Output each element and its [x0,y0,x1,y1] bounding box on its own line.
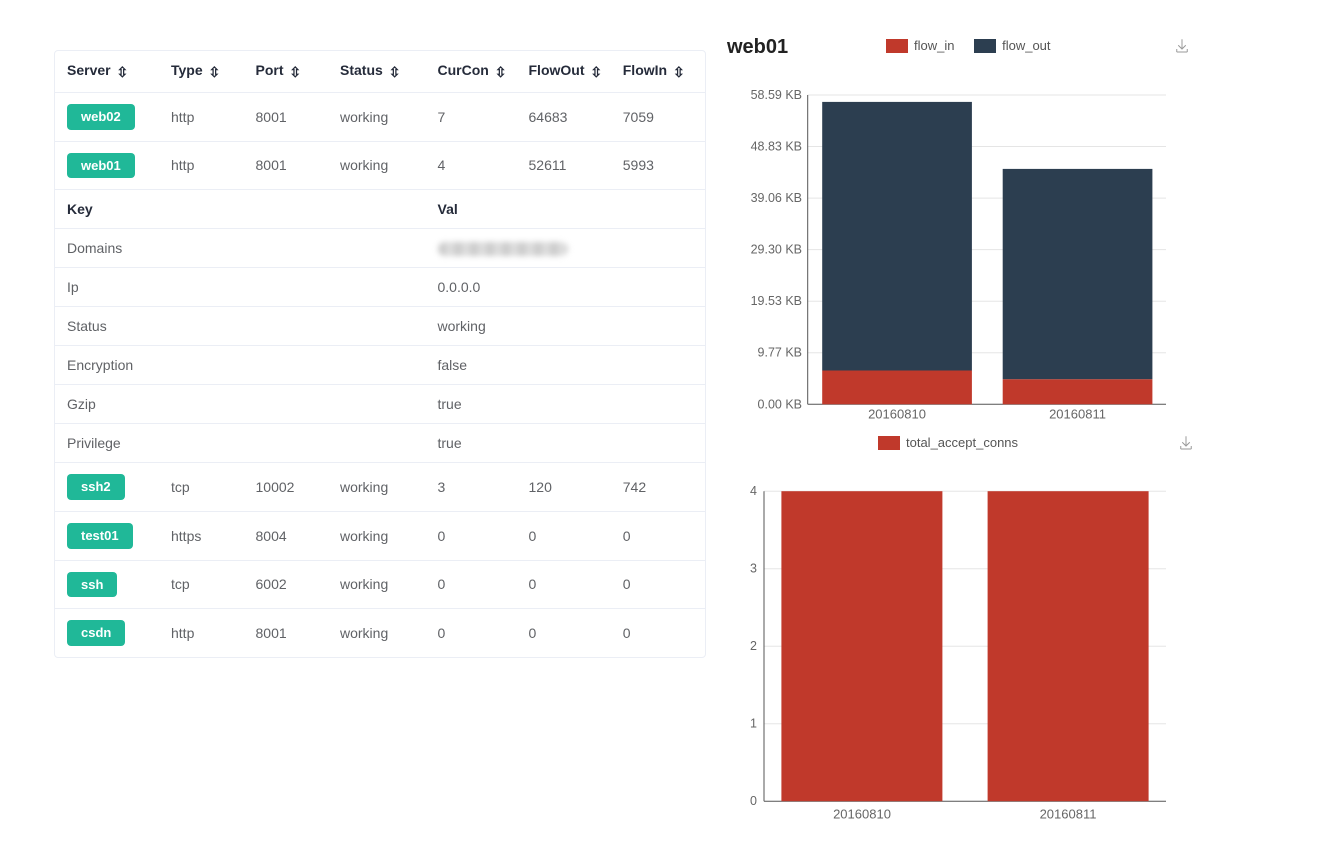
svg-text:20160810: 20160810 [868,407,926,422]
svg-text:48.83 KB: 48.83 KB [751,140,802,154]
svg-text:29.30 KB: 29.30 KB [751,243,802,257]
svg-text:1: 1 [750,717,757,731]
svg-text:9.77 KB: 9.77 KB [758,346,802,360]
svg-text:3: 3 [750,562,757,576]
svg-text:20160810: 20160810 [833,807,891,822]
svg-text:20160811: 20160811 [1049,407,1106,422]
svg-text:20160811: 20160811 [1040,807,1097,822]
svg-text:19.53 KB: 19.53 KB [751,294,802,308]
svg-text:58.59 KB: 58.59 KB [751,88,802,102]
svg-text:39.06 KB: 39.06 KB [751,191,802,205]
svg-text:0.00 KB: 0.00 KB [758,397,802,411]
svg-text:4: 4 [750,484,757,498]
svg-text:0: 0 [750,794,757,808]
svg-text:2: 2 [750,639,757,653]
